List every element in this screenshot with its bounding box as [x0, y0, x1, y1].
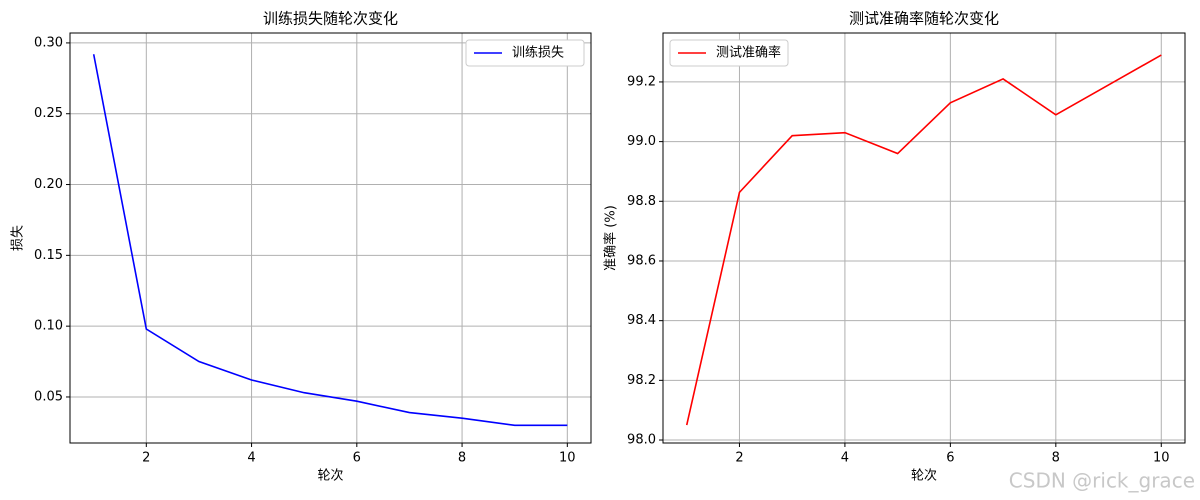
x-tick-label: 8: [458, 451, 466, 466]
legend-label: 训练损失: [512, 46, 564, 61]
y-tick-label: 99.2: [627, 74, 656, 89]
y-tick-label: 0.20: [34, 177, 63, 192]
legend-label: 测试准确率: [716, 45, 781, 61]
plot-frame: [69, 32, 592, 444]
x-tick-label: 10: [1153, 451, 1170, 466]
chart-title: 训练损失随轮次变化: [263, 10, 398, 28]
x-tick-label: 2: [735, 451, 743, 466]
y-tick-label: 99.0: [627, 134, 656, 149]
x-tick-label: 4: [247, 451, 255, 466]
y-tick-label: 0.10: [34, 319, 63, 334]
x-tick-label: 8: [1052, 451, 1060, 466]
x-tick-label: 2: [142, 451, 150, 466]
x-tick-label: 6: [946, 451, 954, 466]
chart-title: 测试准确率随轮次变化: [849, 10, 999, 28]
y-tick-label: 98.0: [627, 433, 656, 448]
y-axis-label: 准确率 (%): [603, 205, 619, 271]
y-tick-label: 0.25: [34, 106, 63, 121]
x-axis-label: 轮次: [911, 468, 937, 484]
legend-box: [669, 39, 789, 67]
y-tick-label: 98.4: [627, 313, 656, 328]
y-tick-label: 98.6: [627, 253, 656, 268]
x-tick-label: 4: [841, 451, 849, 466]
x-tick-label: 10: [559, 451, 576, 466]
y-tick-label: 98.2: [627, 373, 656, 388]
x-axis-label: 轮次: [317, 468, 343, 484]
y-tick-label: 0.30: [34, 35, 63, 50]
y-tick-label: 0.05: [34, 389, 63, 404]
x-tick-label: 6: [353, 451, 361, 466]
plot-frame: [662, 32, 1186, 444]
y-tick-label: 0.15: [34, 248, 63, 263]
line: [685, 54, 1162, 426]
y-axis-label: 损失: [11, 225, 26, 251]
legend-box: [465, 39, 585, 67]
y-tick-label: 98.8: [627, 194, 656, 209]
line: [92, 54, 568, 427]
watermark: CSDN @rick_grace: [1009, 469, 1195, 493]
